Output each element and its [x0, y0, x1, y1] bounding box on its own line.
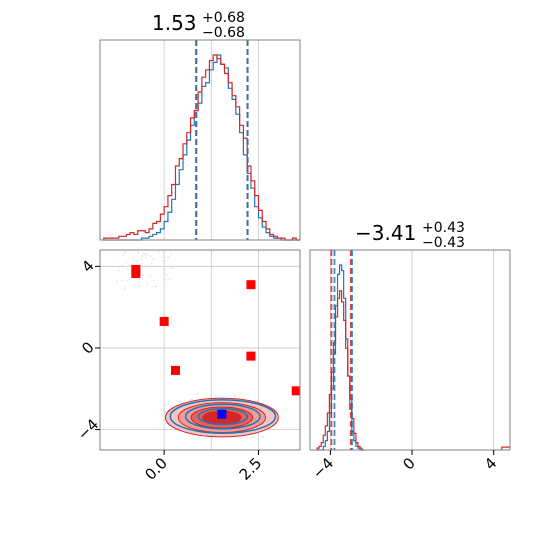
joint-red-square-marker — [159, 316, 169, 326]
y-marginal-title-lower: −0.43 — [422, 235, 465, 251]
joint-sample-point — [189, 399, 192, 402]
y-marginal-frame — [309, 249, 511, 451]
joint-sample-point — [161, 256, 163, 259]
joint-sample-point — [163, 262, 165, 265]
joint-sample-point — [164, 411, 167, 414]
joint-sample-point — [126, 279, 128, 282]
joint-sample-point — [197, 393, 199, 396]
joint-sample-point — [141, 275, 144, 277]
joint-sample-point — [276, 410, 278, 412]
y-marginal-x-tick-label: −4 — [309, 454, 337, 482]
joint-sample-point — [146, 282, 149, 285]
joint-sample-point — [168, 278, 171, 281]
joint-sample-point — [190, 398, 193, 401]
joint-red-square-marker — [131, 264, 141, 274]
x-marginal-title-lower: −0.68 — [202, 25, 245, 41]
joint-x-tick-label: 2.5 — [236, 454, 266, 484]
joint-sample-point — [118, 266, 121, 269]
joint-sample-point — [140, 259, 143, 261]
x-marginal-title-value: 1.53 — [152, 11, 197, 35]
joint-sample-point — [170, 267, 173, 270]
joint-sample-point — [146, 253, 149, 256]
x-marginal-frame — [99, 39, 301, 241]
joint-sample-point — [214, 395, 217, 398]
joint-sample-point — [145, 256, 147, 259]
joint-frame — [99, 249, 301, 451]
joint-sample-point — [163, 267, 166, 270]
joint-sample-point — [141, 262, 143, 265]
x-marginal-histogram-series — [103, 54, 300, 241]
joint-sample-point — [122, 266, 125, 269]
joint-x-tick-label: 0.0 — [141, 454, 171, 484]
joint-y-tick-label: 0 — [78, 338, 97, 357]
joint-sample-point — [138, 281, 140, 284]
joint-sample-point — [141, 255, 144, 258]
joint-sample-point — [121, 265, 124, 268]
joint-red-square-marker — [246, 280, 256, 290]
joint-sample-point — [133, 284, 135, 287]
joint-sample-point — [142, 252, 145, 255]
joint-sample-point — [141, 254, 144, 257]
joint-sample-point — [167, 256, 170, 258]
joint-sample-point — [164, 403, 167, 406]
joint-y-tick-label: 4 — [78, 257, 97, 276]
y-marginal-x-tick-label: 0 — [399, 454, 418, 473]
joint-red-square-marker — [170, 365, 180, 375]
joint-sample-point — [152, 258, 155, 261]
joint-sample-point — [116, 280, 119, 283]
joint-blue-square-marker — [217, 409, 227, 419]
y-marginal-title-value: −3.41 — [355, 221, 416, 245]
joint-sample-point — [251, 436, 254, 438]
y-marginal-title-upper: +0.43 — [422, 220, 465, 236]
joint-sample-point — [149, 255, 152, 257]
joint-blue-contour — [169, 399, 277, 434]
joint-sample-point — [166, 274, 168, 277]
joint-sample-point — [124, 286, 126, 288]
y-marginal-tail-bin — [501, 446, 510, 450]
joint-red-square-marker — [246, 351, 256, 361]
joint-sample-point — [138, 278, 141, 281]
joint-sample-point — [141, 277, 143, 280]
joint-sample-point — [123, 287, 126, 290]
y-marginal-histogram-series — [316, 290, 365, 451]
joint-sample-point — [155, 285, 157, 288]
x-marginal-panel: 1.53 +0.68 −0.68 — [99, 10, 301, 241]
x-marginal-title-upper: +0.68 — [202, 10, 245, 26]
joint-sample-point — [136, 252, 139, 255]
joint-sample-point — [122, 254, 125, 257]
joint-red-square-marker — [291, 386, 300, 396]
joint-sample-point — [178, 400, 181, 403]
joint-sample-point — [137, 284, 140, 287]
y-marginal-histogram-series — [317, 264, 365, 451]
joint-sample-point — [117, 269, 119, 272]
y-marginal-x-tick-label: 4 — [481, 454, 500, 473]
joint-sample-point — [164, 278, 167, 281]
joint-sample-point — [161, 259, 164, 262]
joint-sample-point — [234, 394, 236, 397]
joint-sample-point — [121, 279, 123, 282]
joint-sample-point — [163, 253, 165, 256]
joint-sample-point — [138, 257, 141, 260]
joint-sample-point — [136, 260, 139, 263]
joint-blue-contour — [184, 403, 261, 430]
joint-blue-contour — [197, 407, 249, 426]
joint-sample-point — [124, 251, 126, 253]
joint-sample-point — [153, 279, 155, 282]
joint-sample-point — [137, 251, 140, 254]
joint-sample-point — [151, 285, 154, 288]
joint-panel: 0.0 2.5 −4 0 4 — [74, 249, 301, 484]
joint-sample-point — [125, 261, 128, 264]
joint-sample-point — [148, 274, 151, 277]
joint-sample-point — [116, 255, 119, 257]
joint-sample-point — [157, 251, 160, 254]
joint-sample-point — [150, 262, 153, 265]
joint-sample-point — [132, 257, 135, 260]
joint-sample-point — [126, 267, 129, 270]
joint-y-tick-label: −4 — [74, 415, 102, 443]
joint-sample-point — [170, 253, 172, 256]
joint-sample-point — [144, 253, 146, 256]
y-marginal-panel: −3.41 +0.43 −0.43 −4 0 4 — [309, 220, 511, 482]
joint-sample-point — [261, 435, 264, 438]
